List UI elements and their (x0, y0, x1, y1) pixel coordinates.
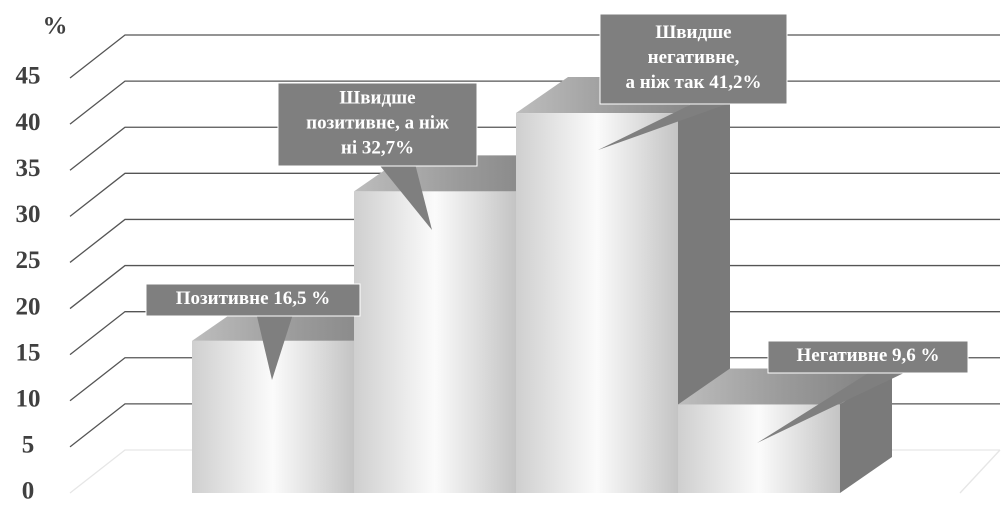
y-tick-label: 15 (16, 339, 41, 366)
callout-box (767, 340, 969, 374)
data-label: Швидше негативне, а ніж так 41,2% (625, 22, 761, 93)
data-label: Позитивне 16,5 % (176, 288, 331, 309)
callout-pointer (256, 315, 293, 380)
callout-box (145, 283, 361, 317)
callout-pointer (379, 165, 432, 230)
y-tick-label: 20 (16, 293, 41, 320)
data-label: Швидше позитивне, а ніж ні 32,7% (306, 88, 449, 159)
bar (678, 368, 892, 493)
callout-box (277, 82, 478, 167)
y-tick-label: 40 (16, 109, 41, 136)
data-label: Негативне 9,6 % (796, 345, 939, 366)
floor-edge (959, 449, 1001, 494)
callout-pointer (598, 103, 730, 150)
bar-side (840, 368, 892, 493)
y-tick-label: 45 (16, 63, 41, 90)
callout-box (599, 13, 788, 105)
y-axis-label: % (43, 13, 68, 40)
bar-front (516, 113, 678, 494)
y-tick-label: 10 (16, 386, 41, 413)
y-tick-label: 0 (22, 478, 35, 505)
bar-front (354, 191, 516, 493)
callout-pointer (757, 372, 906, 443)
y-tick-label: 5 (22, 432, 35, 459)
y-tick-label: 35 (16, 155, 41, 182)
y-tick-label: 25 (16, 247, 41, 274)
y-tick-label: 30 (16, 201, 41, 228)
grid-line (69, 34, 1000, 79)
bar-front (678, 404, 840, 493)
